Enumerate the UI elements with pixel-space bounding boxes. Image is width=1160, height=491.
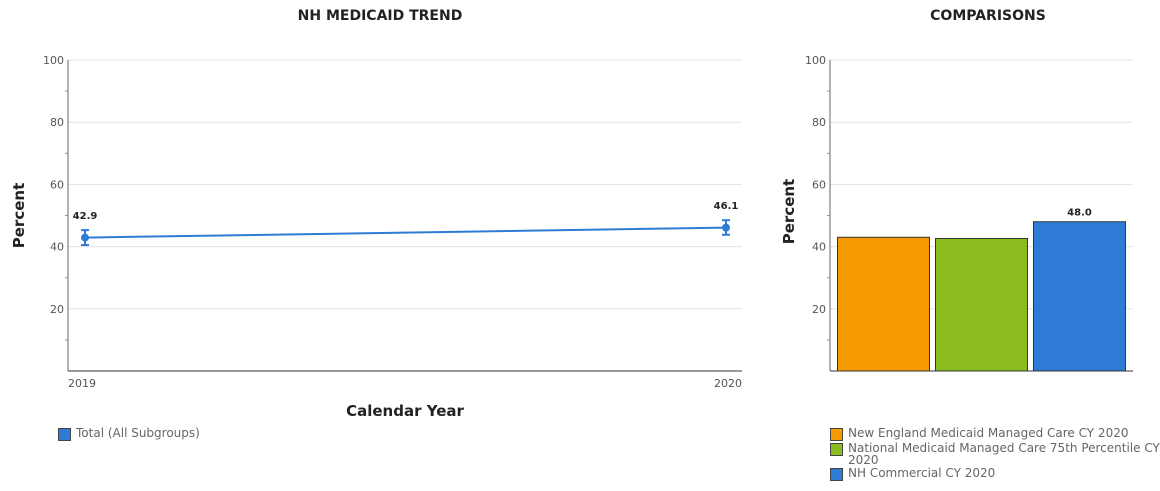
bar <box>935 238 1028 372</box>
trend-chart-svg: 20 40 60 80 100 2019 2020 Calendar Year Percent 4… <box>10 54 742 420</box>
legend-item-national[interactable]: National Medicaid Managed Care 75th Perc… <box>830 442 1160 466</box>
legend-item-total[interactable]: Total (All Subgroups) <box>58 427 200 441</box>
y-tick-label: 80 <box>50 116 64 129</box>
data-label: 46.1 <box>714 201 739 212</box>
y-tick-label: 60 <box>50 178 64 191</box>
data-point <box>722 223 730 232</box>
legend-item-nh-commercial[interactable]: NH Commercial CY 2020 <box>830 467 1160 481</box>
y-tick-label: 80 <box>812 116 826 129</box>
y-tick-label: 40 <box>812 241 826 254</box>
legend-swatch <box>58 428 71 441</box>
data-label: 48.0 <box>1067 208 1092 219</box>
legend-swatch <box>830 428 843 441</box>
trend-legend: Total (All Subgroups) <box>58 427 200 442</box>
x-axis-title: Calendar Year <box>346 402 464 420</box>
y-axis-title: Percent <box>10 183 28 248</box>
legend-item-new-england[interactable]: New England Medicaid Managed Care CY 202… <box>830 427 1160 441</box>
legend-swatch <box>830 468 843 481</box>
y-tick-label: 60 <box>812 178 826 191</box>
bar <box>1033 221 1126 372</box>
comparisons-chart-panel: COMPARISONS 20 40 60 80 100 Percent 48.0 New E… <box>760 0 1160 491</box>
y-tick-label: 40 <box>50 241 64 254</box>
y-tick-label: 20 <box>50 303 64 316</box>
legend-label: New England Medicaid Managed Care CY 202… <box>848 426 1129 440</box>
legend-label: National Medicaid Managed Care 75th Perc… <box>848 441 1160 467</box>
y-tick-label: 100 <box>43 54 64 67</box>
comparisons-legend: New England Medicaid Managed Care CY 202… <box>830 427 1160 482</box>
trend-chart-panel: NH MEDICAID TREND 20 40 60 80 100 2019 2020 Cal… <box>10 8 742 442</box>
legend-label: NH Commercial CY 2020 <box>848 466 996 480</box>
series-line <box>84 226 727 239</box>
x-tick-label: 2020 <box>714 377 742 390</box>
x-tick-label: 2019 <box>68 377 96 390</box>
y-tick-label: 20 <box>812 303 826 316</box>
data-point <box>81 233 89 242</box>
y-axis-title: Percent <box>780 179 798 244</box>
y-tick-label: 100 <box>805 54 826 67</box>
comparisons-chart-title: COMPARISONS <box>930 8 1046 24</box>
legend-label: Total (All Subgroups) <box>76 426 200 440</box>
data-label: 42.9 <box>73 211 98 222</box>
bar <box>837 236 930 372</box>
trend-chart-title: NH MEDICAID TREND <box>297 8 463 24</box>
legend-swatch <box>830 443 843 456</box>
comparisons-chart-svg: 20 40 60 80 100 Percent 48.0 <box>780 54 1133 372</box>
